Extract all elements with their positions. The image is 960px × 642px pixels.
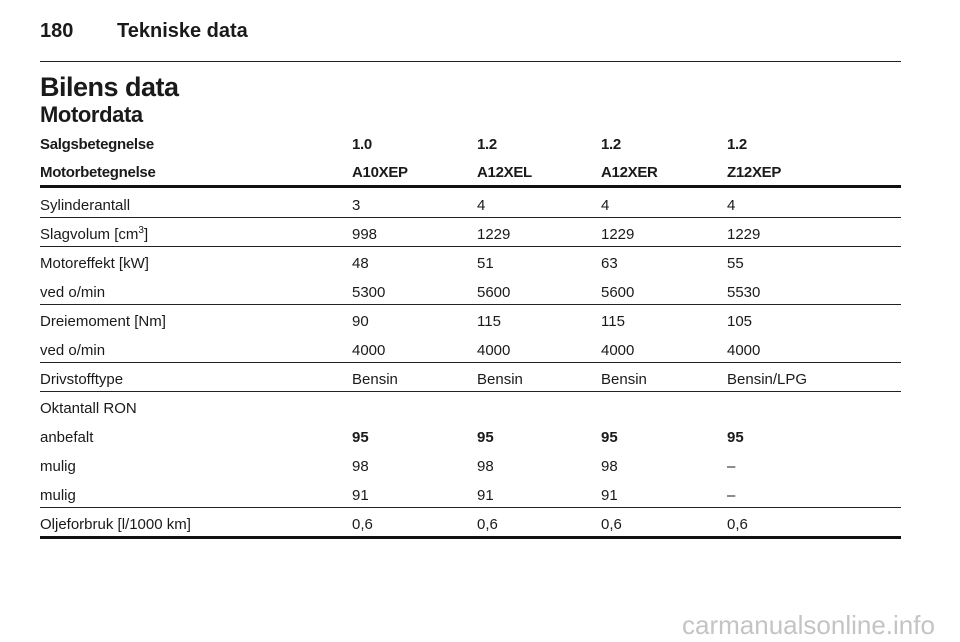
row-rule [40, 217, 901, 218]
row-cell: 95 [477, 429, 494, 446]
row-cell: Bensin/LPG [727, 371, 808, 388]
header-cell: 1.2 [601, 136, 621, 153]
row-cell: 1229 [727, 226, 761, 243]
row-label: Slagvolum [cm3] [40, 220, 148, 249]
row-cell: 115 [601, 313, 625, 330]
row-cell: 95 [727, 429, 744, 446]
row-cell: 4 [601, 197, 610, 214]
row-cell: 115 [477, 313, 501, 330]
row-cell: 91 [477, 487, 494, 504]
row-rule [40, 391, 901, 392]
row-cell: 1229 [477, 226, 511, 243]
row-label: Oljeforbruk [l/1000 km] [40, 516, 191, 533]
row-cell: 91 [352, 487, 369, 504]
row-cell: 0,6 [477, 516, 498, 533]
row-label: Drivstofftype [40, 371, 124, 388]
row-rule [40, 536, 901, 539]
row-label: ved o/min [40, 284, 106, 301]
header-cell: A12XER [601, 164, 658, 181]
row-cell: 1229 [601, 226, 635, 243]
row-cell: 5530 [727, 284, 761, 301]
row-cell: 55 [727, 255, 744, 272]
header-cell: A10XEP [352, 164, 408, 181]
header-label: Salgsbetegnelse [40, 136, 154, 153]
row-cell: Bensin [352, 371, 398, 388]
row-cell: – [727, 487, 736, 504]
label-part: ] [143, 226, 149, 243]
header-cell: 1.2 [727, 136, 747, 153]
watermark: carmanualsonline.info [682, 610, 935, 640]
row-cell: 95 [352, 429, 369, 446]
header-cell: A12XEL [477, 164, 532, 181]
row-label: mulig [40, 458, 76, 475]
row-cell: Bensin [477, 371, 523, 388]
row-cell: 51 [477, 255, 494, 272]
row-label: Sylinderantall [40, 197, 131, 214]
section-title: Tekniske data [117, 20, 248, 42]
row-label: ved o/min [40, 342, 106, 359]
row-cell: 998 [352, 226, 378, 243]
row-label: Oktantall RON [40, 400, 137, 417]
subheading: Motordata [40, 102, 143, 127]
row-label: Motoreffekt [kW] [40, 255, 149, 272]
label-part: Slagvolum [cm [40, 226, 139, 243]
row-cell: 4000 [352, 342, 386, 359]
row-cell: 4 [727, 197, 736, 214]
row-cell: 98 [601, 458, 618, 475]
header-rule [40, 61, 901, 62]
row-cell: 63 [601, 255, 618, 272]
row-cell: 5300 [352, 284, 386, 301]
row-cell: 98 [477, 458, 494, 475]
header-cell: 1.2 [477, 136, 497, 153]
row-cell: 3 [352, 197, 361, 214]
row-cell: 0,6 [601, 516, 622, 533]
row-rule [40, 246, 901, 247]
header-rule [40, 185, 901, 188]
row-cell: 0,6 [727, 516, 748, 533]
page-number: 180 [40, 20, 74, 42]
row-rule [40, 362, 901, 363]
row-label: mulig [40, 487, 76, 504]
header-cell: 1.0 [352, 136, 372, 153]
row-cell: 91 [601, 487, 618, 504]
header-cell: Z12XEP [727, 164, 782, 181]
row-rule [40, 507, 901, 508]
row-cell: 98 [352, 458, 369, 475]
row-cell: 5600 [477, 284, 511, 301]
row-label: anbefalt [40, 429, 94, 446]
row-label: Dreiemoment [Nm] [40, 313, 166, 330]
row-cell: 90 [352, 313, 369, 330]
row-cell: 4000 [477, 342, 511, 359]
row-cell: 0,6 [352, 516, 373, 533]
row-rule [40, 304, 901, 305]
heading: Bilens data [40, 72, 179, 102]
row-cell: 4000 [601, 342, 635, 359]
row-cell: Bensin [601, 371, 647, 388]
row-cell: 105 [727, 313, 753, 330]
row-cell: 48 [352, 255, 369, 272]
row-cell: 95 [601, 429, 618, 446]
label-part: 3 [138, 225, 144, 236]
row-cell: – [727, 458, 736, 475]
row-cell: 5600 [601, 284, 635, 301]
row-cell: 4000 [727, 342, 761, 359]
row-cell: 4 [477, 197, 486, 214]
header-label: Motorbetegnelse [40, 164, 156, 181]
